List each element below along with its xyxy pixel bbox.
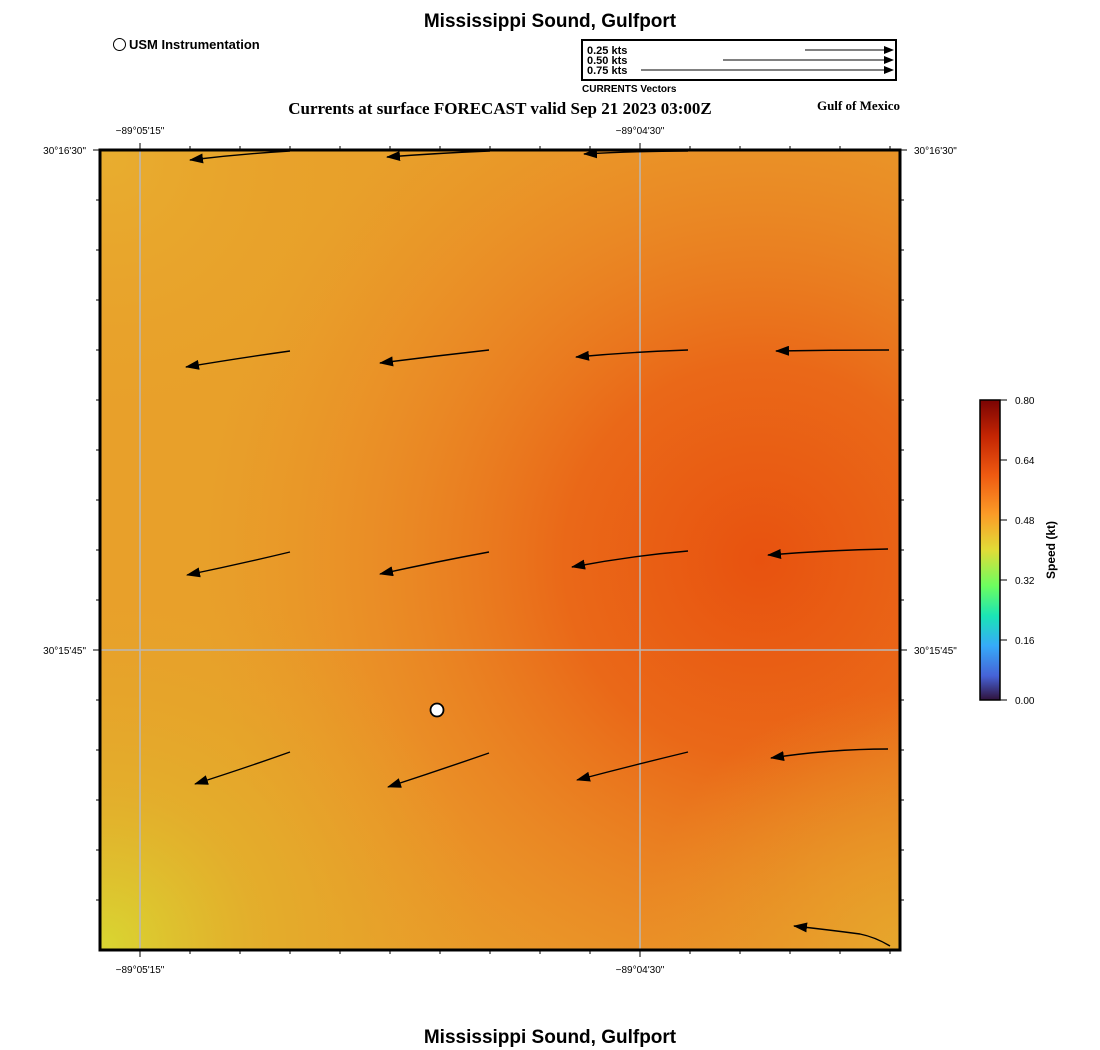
scale-label-075: 0.75 kts: [587, 65, 627, 77]
colorbar-tick: 0.16: [1015, 636, 1035, 647]
colorbar-title: Speed (kt): [1044, 521, 1058, 579]
station-circle-icon: [113, 38, 126, 51]
colorbar-tick: 0.80: [1015, 396, 1035, 407]
usm-station-marker[interactable]: [429, 702, 445, 718]
vector: [379, 349, 490, 367]
scale-label-025: 0.25 kts: [587, 45, 627, 57]
vector: [770, 748, 889, 761]
vector: [793, 922, 891, 947]
graticule: [100, 150, 900, 950]
vector: [775, 345, 890, 356]
vector: [379, 551, 490, 577]
vector: [571, 550, 689, 570]
frame-ticks: [93, 143, 907, 957]
lon-label-top-1: −89°05'15": [116, 126, 165, 137]
colorbar: 0.80 0.64 0.48 0.32 0.16 0.00 Speed (kt): [979, 396, 1058, 707]
colorbar-tick: 0.00: [1015, 696, 1035, 707]
colorbar-tick: 0.32: [1015, 576, 1035, 587]
lat-label-left-1: 30°16'30": [43, 146, 86, 157]
lon-label-bottom-2: −89°04'30": [616, 965, 665, 976]
speed-field: [100, 150, 900, 950]
colorbar-ramp: [979, 399, 1001, 701]
station-legend: USM Instrumentation: [113, 37, 260, 52]
vector: [387, 752, 490, 788]
vector: [194, 751, 291, 785]
vector-scale-box: 0.25 kts 0.50 kts 0.75 kts: [581, 39, 897, 81]
vector: [575, 349, 689, 361]
lon-label-bottom-1: −89°05'15": [116, 965, 165, 976]
vector: [576, 751, 689, 782]
bottom-title: Mississippi Sound, Gulfport: [423, 1027, 677, 1048]
vector-caption: CURRENTS Vectors: [582, 84, 677, 95]
colorbar-tick: 0.48: [1015, 516, 1035, 527]
vector-scale-svg: 0.25 kts 0.50 kts 0.75 kts: [587, 45, 894, 77]
lon-label-top-2: −89°04'30": [616, 126, 665, 137]
lat-label-right-2: 30°15'45": [914, 646, 957, 657]
coord-labels: −89°05'15" −89°04'30" −89°05'15" −89°04'…: [43, 126, 957, 976]
lat-label-right-1: 30°16'30": [914, 146, 957, 157]
scale-label-050: 0.50 kts: [587, 55, 627, 67]
colorbar-tick: 0.64: [1015, 456, 1035, 467]
vector: [185, 350, 291, 370]
region-label: Gulf of Mexico: [816, 98, 900, 113]
map-title: Mississippi Sound, Gulfport: [423, 11, 677, 32]
station-legend-label: USM Instrumentation: [129, 37, 260, 52]
lat-label-left-2: 30°15'45": [43, 646, 86, 657]
vector: [189, 150, 291, 164]
map-subtitle: Currents at surface FORECAST valid Sep 2…: [288, 99, 712, 118]
vector: [767, 548, 889, 559]
vector: [186, 551, 291, 578]
